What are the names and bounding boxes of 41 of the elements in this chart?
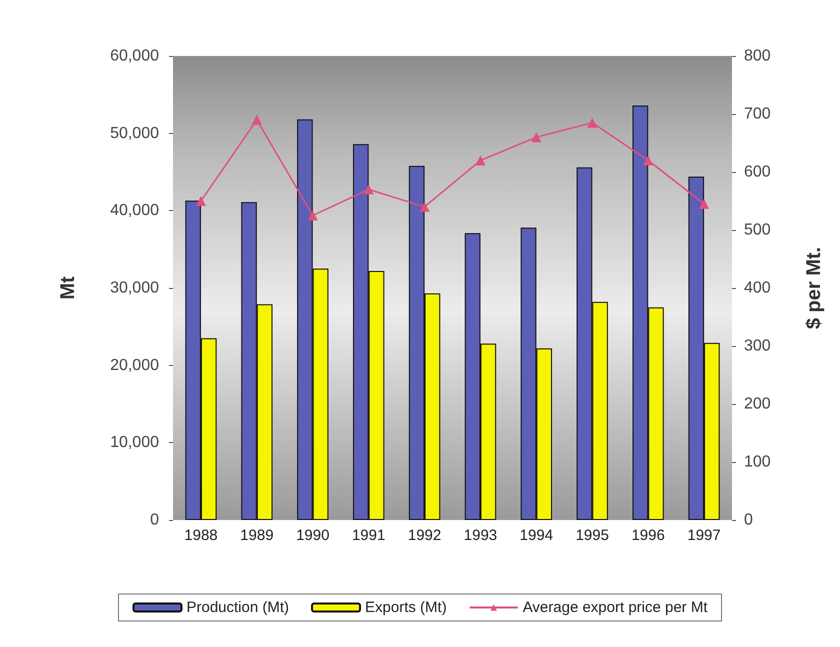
x-tick-label: 1992 (408, 527, 442, 544)
y-tick-label: 0 (150, 512, 160, 528)
legend-label: Average export price per Mt (522, 599, 708, 616)
y2-tick-label: 700 (744, 106, 771, 122)
point (475, 155, 486, 166)
x-tick-label: 1996 (631, 527, 665, 544)
y2-tick-label: 0 (744, 512, 753, 528)
y2-tick-label: 300 (744, 338, 771, 354)
point (587, 118, 598, 128)
y2-tick-label: 600 (744, 164, 771, 180)
point (420, 202, 430, 212)
y-tick-label: 60,000 (110, 48, 160, 64)
y2-tick-label: 100 (744, 454, 771, 470)
y-tick-label: 50,000 (110, 124, 160, 142)
x-tick-label: 1990 (296, 527, 330, 544)
legend-label: Exports (Mt) (365, 599, 447, 616)
y2-tick-label: 500 (744, 222, 771, 238)
y-tick-label: 40,000 (110, 202, 160, 220)
y2-tick-label: 200 (744, 396, 771, 412)
y2-tick-label: 400 (744, 280, 771, 296)
y-axis-title: Mt (57, 276, 79, 300)
point (252, 114, 262, 125)
y-tick-label: 10,000 (110, 434, 160, 452)
y-tick-label: 20,000 (110, 356, 160, 374)
point (699, 198, 710, 209)
x-tick-label: 1995 (576, 527, 609, 544)
point (196, 196, 206, 206)
x-tick-label: 1989 (240, 527, 274, 544)
point (308, 210, 318, 220)
point (364, 184, 374, 194)
x-tick-label: 1988 (184, 527, 218, 544)
y2-tick-label: 800 (744, 48, 771, 64)
point (643, 155, 654, 166)
y2-axis-title: $ per Mt. (803, 246, 825, 330)
y-tick-label: 30,000 (110, 280, 160, 296)
x-tick-label: 1994 (520, 527, 554, 544)
point (531, 132, 542, 142)
x-tick-label: 1991 (352, 527, 386, 544)
x-tick-label: 1993 (464, 527, 498, 544)
x-tick-label: 1997 (687, 527, 721, 544)
legend-label: Production (Mt) (186, 599, 290, 616)
